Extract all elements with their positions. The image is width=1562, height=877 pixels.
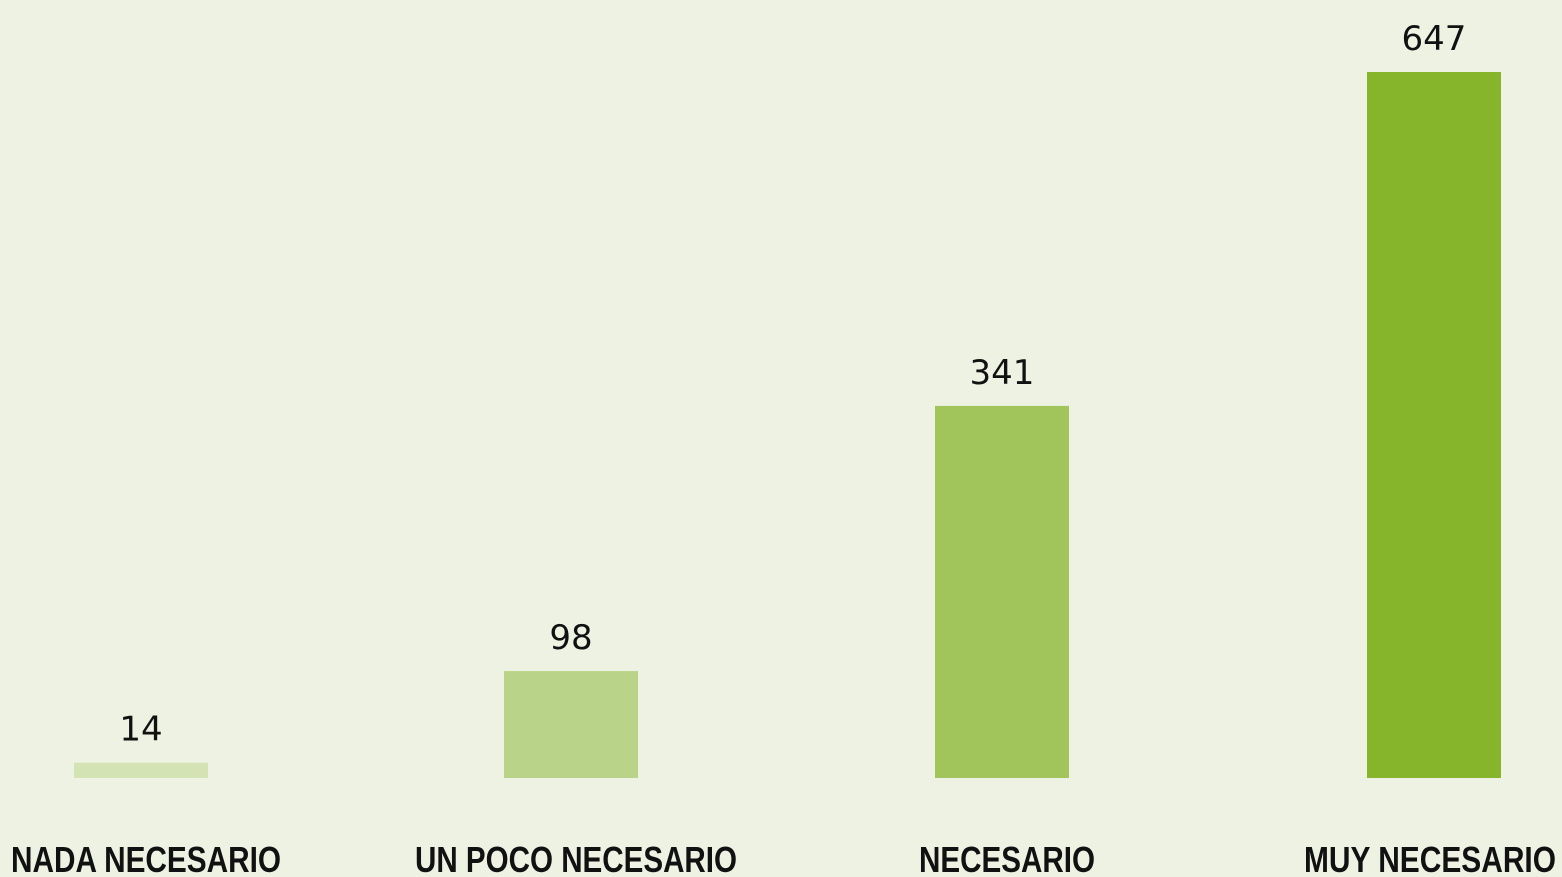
category-label-nada-necesario: NADA NECESARIO (11, 839, 281, 877)
category-labels-layer: NADA NECESARIO UN POCO NECESARIO NECESARIO… (11, 839, 1556, 877)
bar-nada-necesario (74, 762, 208, 778)
value-label-un-poco-necesario: 98 (549, 618, 592, 658)
bar-necesario (935, 405, 1069, 778)
value-label-necesario: 341 (970, 353, 1035, 393)
value-label-nada-necesario: 14 (119, 710, 162, 750)
category-label-un-poco-necesario: UN POCO NECESARIO (415, 839, 737, 877)
bar-muy-necesario (1367, 72, 1501, 778)
category-label-muy-necesario: MUY NECESARIO (1304, 839, 1556, 877)
bar-un-poco-necesario (504, 671, 638, 778)
value-label-muy-necesario: 647 (1402, 19, 1467, 59)
category-label-necesario: NECESARIO (919, 839, 1095, 877)
value-labels-layer: 14 98 341 647 (119, 19, 1466, 750)
bars-layer (74, 72, 1501, 778)
